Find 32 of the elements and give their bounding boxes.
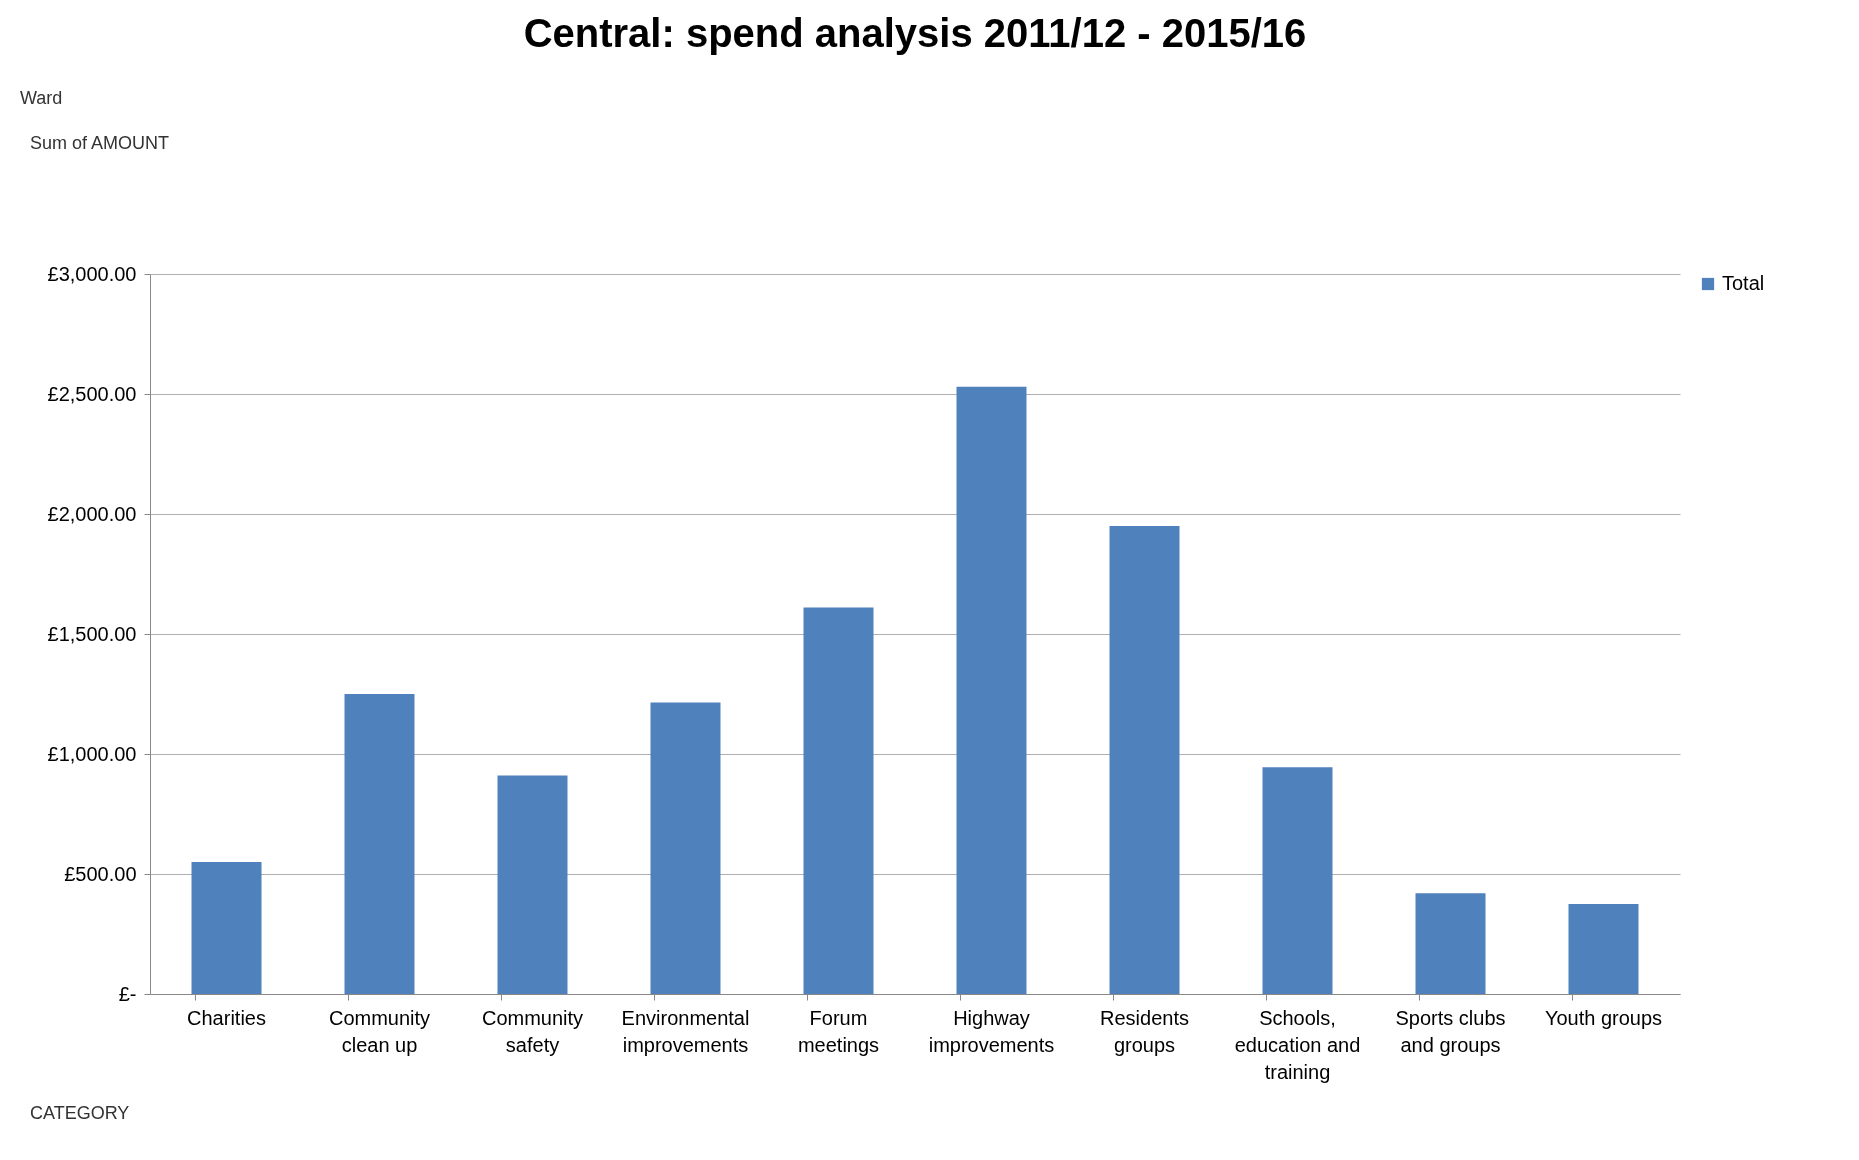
x-tick-label: Schools, education and training	[1234, 1006, 1361, 1083]
bar	[803, 607, 874, 994]
chart-title: Central: spend analysis 2011/12 - 2015/16	[523, 11, 1307, 55]
x-tick-label: Highway improvements	[928, 1006, 1055, 1056]
x-tick-label: Sports clubs and groups	[1395, 1006, 1506, 1056]
x-tick-label: Residents groups	[1100, 1006, 1189, 1056]
text: CATEGORY	[30, 1103, 130, 1123]
x-tick-label: Charities	[187, 1006, 266, 1029]
y-tick-label: £500.00	[64, 862, 137, 885]
bar	[1415, 893, 1486, 994]
x-tick-label: Environmental improvements	[621, 1006, 750, 1056]
bar	[497, 775, 568, 994]
bar	[650, 702, 721, 994]
y-tick-label: £-	[118, 982, 137, 1005]
x-tick-label: Youth groups	[1544, 1006, 1663, 1029]
y-tick-label: £1,000.00	[47, 742, 137, 765]
text: Sum of AMOUNT	[30, 133, 170, 153]
text: Ward	[20, 88, 63, 108]
y-tick-label: £2,000.00	[47, 502, 137, 525]
x-tick-label: Forum meetings	[797, 1006, 880, 1056]
legend-label: Total	[1722, 272, 1765, 294]
bar	[956, 386, 1027, 994]
bar	[1109, 526, 1180, 994]
bar	[344, 694, 415, 994]
bar	[191, 862, 262, 994]
y-tick-label: £1,500.00	[47, 622, 137, 645]
x-tick-label: Community safety	[481, 1006, 584, 1056]
x-tick-label: Community clean up	[328, 1006, 431, 1056]
y-tick-label: £3,000.00	[47, 262, 137, 285]
bar	[1568, 904, 1639, 994]
y-tick-label: £2,500.00	[47, 382, 137, 405]
bar	[1262, 767, 1333, 994]
